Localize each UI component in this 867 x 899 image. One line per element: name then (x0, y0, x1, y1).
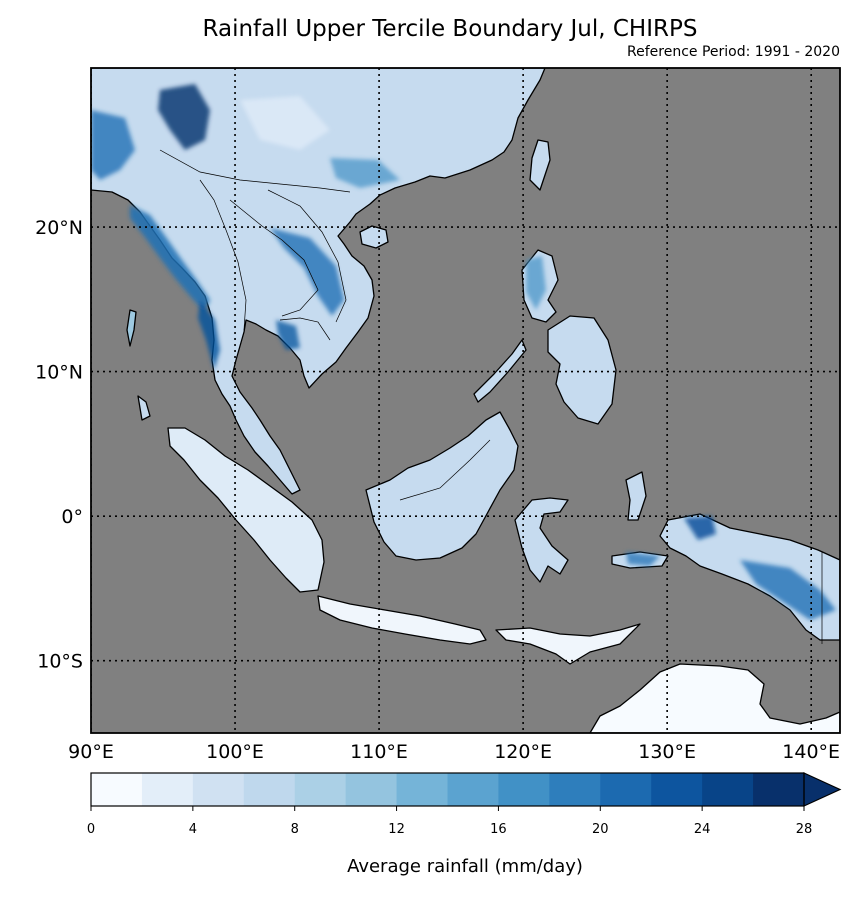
lat-tick-label-2: 0° (61, 506, 83, 528)
reference-period-subtitle: Reference Period: 1991 - 2020 (627, 44, 840, 60)
colorbar-segment-12 (702, 773, 754, 806)
colorbar-segment-2 (192, 773, 245, 806)
colorbar: 0 4 8 12 16 20 24 28 (87, 772, 842, 837)
lon-tick-label-5: 140°E (782, 741, 840, 763)
rain-zone-northeast-india (158, 84, 210, 150)
rain-zone-seram (626, 552, 660, 566)
lon-tick-label-1: 100°E (206, 741, 264, 763)
halmahera-island (625, 471, 647, 521)
map-frame (90, 67, 841, 734)
chart-title: Rainfall Upper Tercile Boundary Jul, CHI… (202, 16, 698, 42)
border-china-south (159, 149, 351, 193)
colorbar-tick-label-7: 28 (796, 822, 813, 837)
colorbar-segment-4 (294, 773, 347, 806)
sumatra-island (167, 427, 325, 593)
lat-tick-label-1: 10°N (35, 362, 83, 384)
lat-tick-label-3: 10°S (37, 651, 83, 673)
colorbar-segment-7 (447, 773, 499, 806)
colorbar-segment-6 (396, 773, 448, 806)
rain-zone-bird-head (684, 516, 716, 540)
lat-tick-label-0: 20°N (35, 217, 83, 239)
rain-zone-yunnan (240, 96, 330, 150)
rainfall-shading (91, 84, 836, 620)
andaman-islands (126, 309, 137, 347)
timor-flores-islands (495, 623, 641, 665)
border-thailand-laos (229, 199, 319, 317)
sri-lanka-edge-islands (137, 395, 151, 421)
rain-zone-luzon-west (526, 256, 546, 310)
border-laos-vietnam (267, 189, 347, 323)
longitude-labels: 90°E 100°E 110°E 120°E 130°E 140°E (68, 741, 840, 763)
colorbar-segment-13 (753, 773, 805, 806)
rain-zone-myanmar-coast (130, 205, 210, 312)
taiwan-island (529, 139, 551, 191)
colorbar-tick-label-3: 12 (388, 822, 405, 837)
colorbar-segment-9 (549, 773, 601, 806)
latitude-labels: 20°N 10°N 0° 10°S (35, 217, 83, 673)
border-cambodia (279, 317, 331, 341)
mindanao-visayas-islands (547, 315, 617, 425)
java-island (317, 595, 487, 645)
rain-zone-bangladesh (91, 110, 135, 180)
hainan-island (359, 225, 389, 249)
colorbar-tick-label-1: 4 (189, 822, 197, 837)
rain-zone-tenasserim (198, 300, 220, 370)
sulawesi-island (514, 497, 569, 583)
colorbar-tick-label-4: 16 (490, 822, 507, 837)
lon-tick-label-2: 110°E (350, 741, 408, 763)
rain-zone-cambodia-coast (276, 320, 300, 350)
colorbar-segment-10 (600, 773, 652, 806)
colorbar-tick-label-2: 8 (291, 822, 299, 837)
map-area (91, 68, 840, 733)
colorbar-tick-label-6: 24 (694, 822, 711, 837)
colorbar-label: Average rainfall (mm/day) (347, 856, 583, 877)
rain-zone-laos-vietnam (270, 228, 344, 316)
colorbar-segment-5 (345, 773, 398, 806)
country-borders (159, 149, 823, 644)
colorbar-segment-8 (498, 773, 550, 806)
colorbar-segment-11 (651, 773, 703, 806)
colorbar-segment-1 (141, 773, 194, 806)
border-myanmar-thailand (199, 179, 247, 331)
colorbar-segment-0 (91, 773, 143, 806)
border-borneo (399, 439, 491, 501)
rain-zone-south-china (330, 158, 400, 188)
lon-tick-label-3: 120°E (494, 741, 552, 763)
colorbar-frame (90, 772, 805, 807)
colorbar-tick-label-5: 20 (592, 822, 609, 837)
australia-landmass (589, 663, 840, 733)
colorbar-segment-3 (243, 773, 296, 806)
lon-tick-label-4: 130°E (638, 741, 696, 763)
colorbar-extend-arrow (803, 772, 842, 807)
rain-zone-new-guinea-highlands (740, 560, 836, 620)
lon-tick-label-0: 90°E (68, 741, 114, 763)
colorbar-tick-label-0: 0 (87, 822, 95, 837)
gridlines (91, 68, 840, 733)
